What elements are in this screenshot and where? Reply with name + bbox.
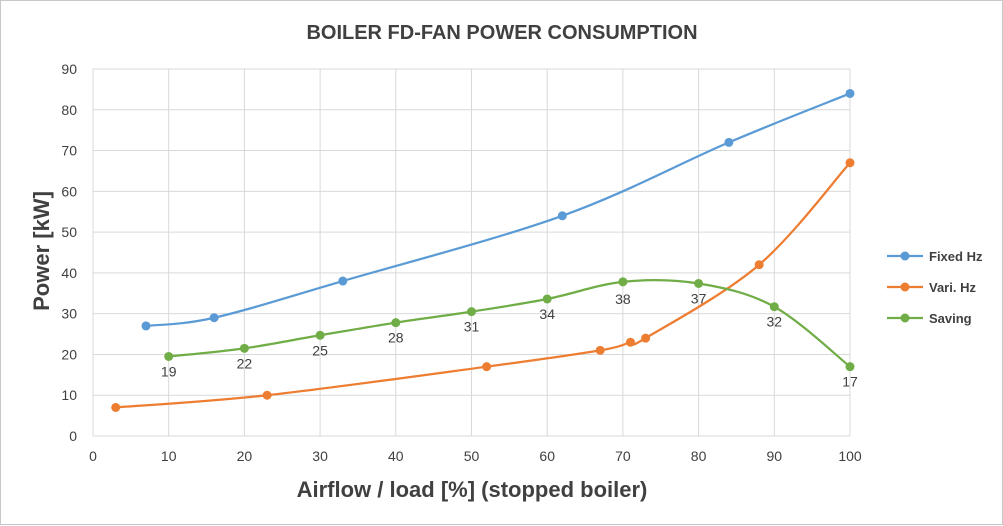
data-label-saving: 25 (312, 342, 328, 358)
x-tick-label: 80 (691, 448, 707, 464)
series-line-fixed-hz (145, 92, 851, 328)
data-point-vari-hz (625, 337, 635, 347)
x-tick-label: 20 (237, 448, 253, 464)
x-tick-label: 60 (539, 448, 555, 464)
data-point-fixed-hz (557, 211, 567, 221)
y-tick-label: 40 (61, 265, 77, 281)
data-point-fixed-hz (141, 321, 151, 331)
x-tick-label: 70 (615, 448, 631, 464)
y-tick-label: 90 (61, 61, 77, 77)
x-axis-label: Airflow / load [%] (stopped boiler) (297, 477, 648, 502)
data-point-vari-hz (754, 260, 764, 270)
data-labels: 19 22 25 28 31 34 38 37 32 17 (161, 290, 858, 389)
y-tick-label: 80 (61, 102, 77, 118)
legend-item-fixed-hz: Fixed Hz (887, 249, 983, 264)
y-tick-label: 70 (61, 143, 77, 159)
legend-label: Fixed Hz (929, 249, 983, 264)
series-line-saving (168, 278, 851, 368)
data-point-fixed-hz (724, 137, 734, 147)
data-label-saving: 37 (691, 290, 707, 306)
data-point-saving (845, 362, 855, 372)
data-point-saving (467, 307, 476, 317)
series-layer (111, 88, 855, 412)
y-tick-labels: 0 10 20 30 40 50 60 70 80 90 (61, 61, 77, 444)
legend-item-vari-hz: Vari. Hz (887, 280, 976, 295)
data-point-saving (542, 294, 552, 304)
data-point-vari-hz (845, 158, 855, 168)
data-point-vari-hz (595, 345, 605, 355)
data-label-saving: 31 (464, 319, 480, 335)
y-tick-label: 10 (61, 387, 77, 403)
data-label-saving: 34 (539, 306, 555, 322)
chart-title: BOILER FD-FAN POWER CONSUMPTION (306, 22, 697, 44)
data-point-vari-hz (262, 390, 272, 400)
data-point-saving (164, 351, 174, 361)
data-point-saving (315, 330, 325, 340)
legend-item-saving: Saving (887, 311, 972, 326)
series-fixed-hz (141, 88, 855, 331)
x-tick-labels: 0 10 20 30 40 50 60 70 80 90 100 (89, 448, 862, 464)
y-tick-label: 20 (61, 346, 77, 362)
y-tick-label: 0 (69, 428, 77, 444)
x-tick-label: 50 (464, 448, 480, 464)
legend-label: Saving (929, 311, 972, 326)
data-point-vari-hz (641, 333, 651, 343)
series-saving (164, 277, 855, 372)
data-point-fixed-hz (845, 88, 855, 98)
y-tick-label: 30 (61, 306, 77, 322)
x-tick-label: 40 (388, 448, 404, 464)
data-label-saving: 22 (237, 355, 253, 371)
x-tick-label: 10 (161, 448, 177, 464)
series-vari-hz (111, 158, 855, 412)
x-tick-label: 30 (312, 448, 328, 464)
data-point-vari-hz (482, 362, 492, 372)
data-label-saving: 32 (767, 314, 783, 330)
data-point-saving (618, 277, 628, 287)
y-tick-label: 50 (61, 224, 77, 240)
x-tick-label: 100 (838, 448, 862, 464)
data-point-vari-hz (111, 402, 121, 412)
x-tick-label: 0 (89, 448, 97, 464)
data-label-saving: 38 (615, 291, 631, 307)
legend-swatch-marker (900, 282, 910, 292)
y-axis-label: Power [kW] (29, 191, 54, 311)
data-point-saving (239, 343, 249, 353)
data-point-saving (769, 302, 779, 312)
data-point-saving (694, 278, 704, 288)
data-label-saving: 28 (388, 330, 404, 346)
legend-swatch-marker (900, 313, 910, 323)
legend-label: Vari. Hz (929, 280, 976, 295)
legend: Fixed Hz Vari. Hz Saving (887, 249, 983, 326)
legend-swatch-marker (900, 251, 910, 261)
x-tick-label: 90 (767, 448, 783, 464)
y-tick-label: 60 (61, 183, 77, 199)
series-line-vari-hz (115, 162, 851, 409)
data-label-saving: 17 (842, 374, 858, 390)
data-point-saving (391, 318, 401, 328)
data-label-saving: 19 (161, 363, 177, 379)
data-point-fixed-hz (209, 313, 219, 323)
data-point-fixed-hz (338, 276, 348, 286)
grid-layer (92, 68, 851, 437)
